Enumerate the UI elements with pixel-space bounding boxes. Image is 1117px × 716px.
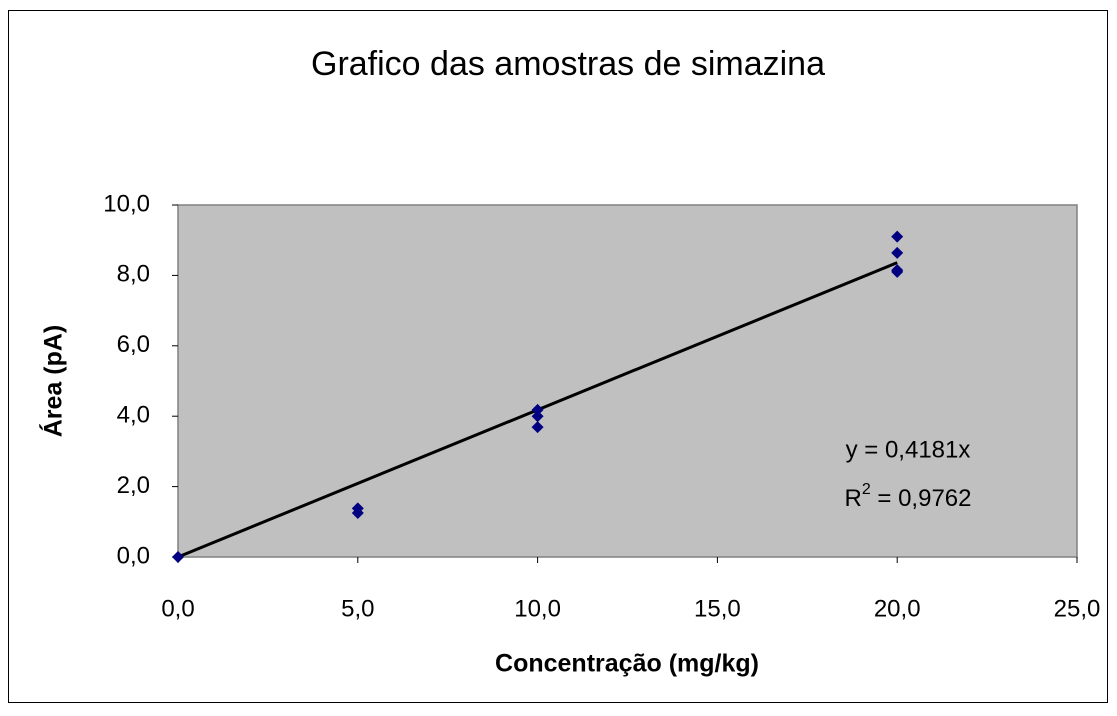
x-tick-label: 10,0 — [514, 595, 561, 622]
point — [172, 551, 184, 563]
point — [891, 230, 904, 243]
y-tick-label: 8,0 — [117, 261, 150, 288]
x-tick-label: 25,0 — [1054, 595, 1101, 622]
plot-area — [177, 204, 1078, 558]
r-squared: R2 = 0,9762 — [844, 481, 971, 512]
r2-sup: 2 — [862, 481, 871, 498]
y-tick-label: 10,0 — [103, 190, 150, 217]
point — [531, 410, 544, 423]
x-tick-label: 20,0 — [874, 595, 921, 622]
point — [531, 403, 544, 416]
x-tick-label: 5,0 — [341, 595, 374, 622]
x-axis-title: Concentração (mg/kg) — [495, 650, 759, 678]
x-tick-label: 0,0 — [161, 595, 194, 622]
chart-title: Grafico das amostras de simazina — [311, 45, 825, 83]
point — [531, 421, 544, 434]
y-tick-label: 2,0 — [117, 472, 150, 499]
point — [891, 265, 904, 278]
y-tick-label: 6,0 — [117, 331, 150, 358]
r2-rest: = 0,9762 — [871, 485, 972, 512]
point — [891, 246, 904, 259]
y-tick-label: 4,0 — [117, 402, 150, 429]
r2-base: R — [844, 485, 861, 512]
x-tick-label: 15,0 — [694, 595, 741, 622]
trendline-equation: y = 0,4181x — [846, 436, 971, 463]
y-axis-title: Área (pA) — [39, 325, 68, 438]
point — [351, 507, 364, 519]
y-tick-label: 0,0 — [117, 542, 150, 569]
